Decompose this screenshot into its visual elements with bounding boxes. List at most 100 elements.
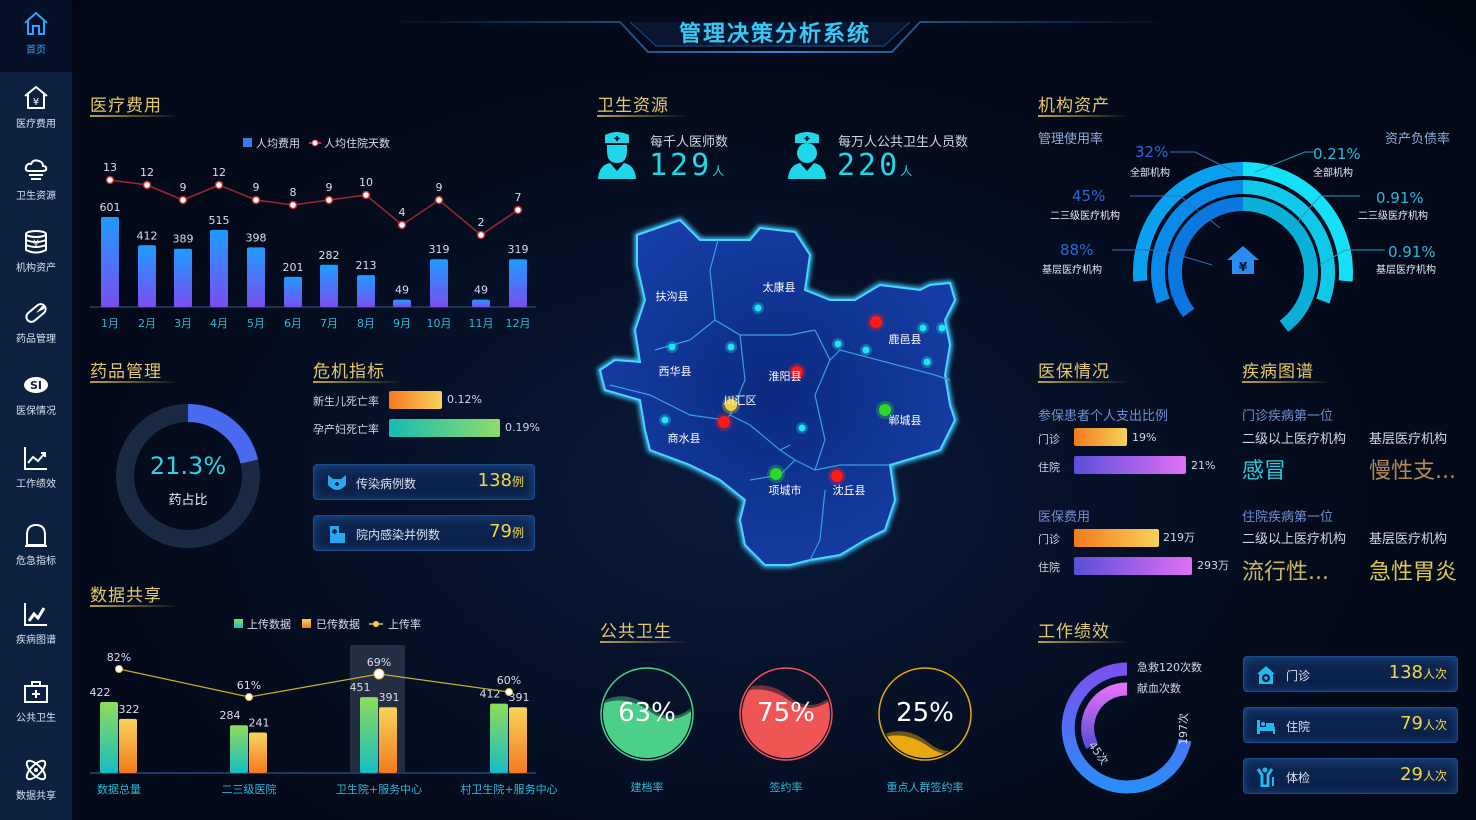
sidebar-item-label: 机构资产 (16, 263, 56, 274)
x-tick-label: 3月 (174, 317, 192, 330)
sidebar-item-5[interactable]: SI 医保情况 (0, 371, 72, 417)
crisis-bar-label: 新生儿死亡率 (313, 395, 379, 408)
x-tick-label: 9月 (393, 317, 411, 330)
hospital-infection-card[interactable]: 院内感染并例数 79例 (313, 515, 535, 551)
sidebar-item-0[interactable]: 首页 (0, 10, 72, 56)
usage-label: 二三级医疗机构 (1050, 211, 1120, 222)
disease-col-label: 基层医疗机构 (1369, 532, 1448, 547)
sidebar-item-3[interactable]: ¥ 机构资产 (0, 228, 72, 274)
bar-4月 (210, 229, 228, 307)
line-point (324, 195, 334, 205)
bar-value-label: 391 (509, 691, 530, 704)
sidebar-item-2[interactable]: 卫生资源 (0, 156, 72, 202)
debt-value: 0.91% (1388, 243, 1436, 261)
bar-value-label: 515 (209, 214, 230, 227)
debt-label: 二三级医疗机构 (1358, 211, 1428, 222)
line-value-label: 69% (367, 656, 391, 669)
svg-text:¥: ¥ (33, 239, 39, 249)
line-value-label: 9 (253, 181, 260, 194)
line-point (288, 200, 298, 210)
sidebar-item-4[interactable]: 药品管理 (0, 299, 72, 345)
doctors-value: 129人 (649, 148, 727, 183)
section-title-insurance: 医保情况 (1038, 357, 1128, 383)
sidebar-item-label: 卫生资源 (16, 191, 56, 202)
sidebar-item-10[interactable]: 数据共享 (0, 756, 72, 802)
disease-value: 感冒 (1242, 459, 1287, 484)
x-tick-label: 二三级医院 (222, 782, 277, 796)
map-marker-alert[interactable] (791, 366, 803, 378)
map-marker-normal[interactable] (727, 343, 735, 351)
map-marker-normal[interactable] (923, 358, 931, 366)
line-point (513, 205, 523, 215)
insurance-row-label: 住院 (1038, 461, 1060, 474)
bar-value-label: 398 (246, 231, 267, 244)
disease-col-label: 二级以上医疗机构 (1242, 532, 1347, 547)
sidebar-item-1[interactable]: ¥ 医疗费用 (0, 84, 72, 130)
usage-label: 基层医疗机构 (1042, 265, 1102, 276)
doctor-icon (598, 132, 636, 179)
line-value-label: 61% (237, 679, 261, 692)
x-tick-label: 4月 (210, 317, 228, 330)
x-tick-label: 10月 (427, 317, 452, 330)
card-label: 体检 (1286, 771, 1311, 785)
bar-3月 (174, 248, 192, 307)
usage-arc-0 (1133, 162, 1244, 282)
map-marker-good[interactable] (770, 468, 782, 480)
map-region-label: 项城市 (769, 483, 802, 497)
crisis-bar-label: 孕产妇死亡率 (313, 423, 379, 436)
card-unit: 人次 (1422, 769, 1447, 783)
infectious-cases-card[interactable]: 传染病例数 138例 (313, 464, 535, 500)
map-marker-normal[interactable] (862, 346, 870, 354)
insurance-cost-bar-inpatient (1074, 557, 1192, 575)
line-value-label: 12 (212, 166, 226, 179)
map-marker-warn[interactable] (725, 399, 737, 411)
leader-line (1291, 195, 1360, 229)
performance-ring-chart (1061, 662, 1192, 794)
line-value-label: 9 (436, 181, 443, 194)
line-series (118, 668, 510, 698)
map-marker-alert[interactable] (718, 416, 730, 428)
bar-已传数据 (249, 732, 267, 773)
gauge-label: 签约率 (769, 781, 803, 794)
line-value-label: 9 (180, 181, 187, 194)
map-marker-alert[interactable] (870, 316, 882, 328)
outpatient-card[interactable]: 门诊 138人次 (1243, 656, 1458, 692)
card-unit: 人次 (1422, 667, 1447, 681)
map-marker-normal[interactable] (798, 424, 806, 432)
insurance-cost-bar-outpatient (1074, 529, 1159, 547)
map-marker-good[interactable] (879, 404, 891, 416)
map-region-label: 鹿邑县 (889, 332, 922, 346)
line-point (251, 195, 261, 205)
bar-value-label: 241 (249, 716, 270, 729)
sidebar-item-9[interactable]: 公共卫生 (0, 678, 72, 724)
map-marker-normal[interactable] (754, 304, 762, 312)
bar-8月 (357, 275, 375, 307)
gauge-value: 63% (618, 698, 676, 728)
map-marker-alert[interactable] (831, 470, 843, 482)
usage-value: 45% (1072, 187, 1106, 205)
asset-right-heading: 资产负债率 (1385, 132, 1451, 147)
sidebar-item-6[interactable]: 工作绩效 (0, 444, 72, 490)
sidebar-item-7[interactable]: 危急指标 (0, 521, 72, 567)
bar-value-label: 213 (356, 259, 377, 272)
map-marker-normal[interactable] (668, 343, 676, 351)
checkup-card[interactable]: 体检 29人次 (1243, 758, 1458, 794)
x-tick-label: 11月 (469, 317, 494, 330)
atom-icon (25, 759, 47, 781)
sidebar-item-8[interactable]: 疾病图谱 (0, 600, 72, 646)
map-region-label: 太康县 (763, 280, 796, 294)
insurance-ratio-bar-outpatient (1074, 428, 1127, 446)
map-marker-normal[interactable] (919, 324, 927, 332)
staff-number: 220 (837, 148, 901, 183)
map-marker-normal[interactable] (661, 416, 669, 424)
card-number: 138 (477, 470, 512, 491)
map-marker-normal[interactable] (834, 340, 842, 348)
map-marker-normal[interactable] (938, 324, 946, 332)
section-title-health-resources: 卫生资源 (597, 91, 687, 117)
crisis-bar-value: 0.19% (505, 421, 540, 434)
bar-上传数据 (100, 702, 118, 773)
legend-swatch-bar (243, 138, 252, 147)
inpatient-card[interactable]: 住院 79人次 (1243, 707, 1458, 743)
section-title-crisis: 危机指标 (313, 357, 403, 383)
usage-label: 全部机构 (1130, 168, 1170, 179)
